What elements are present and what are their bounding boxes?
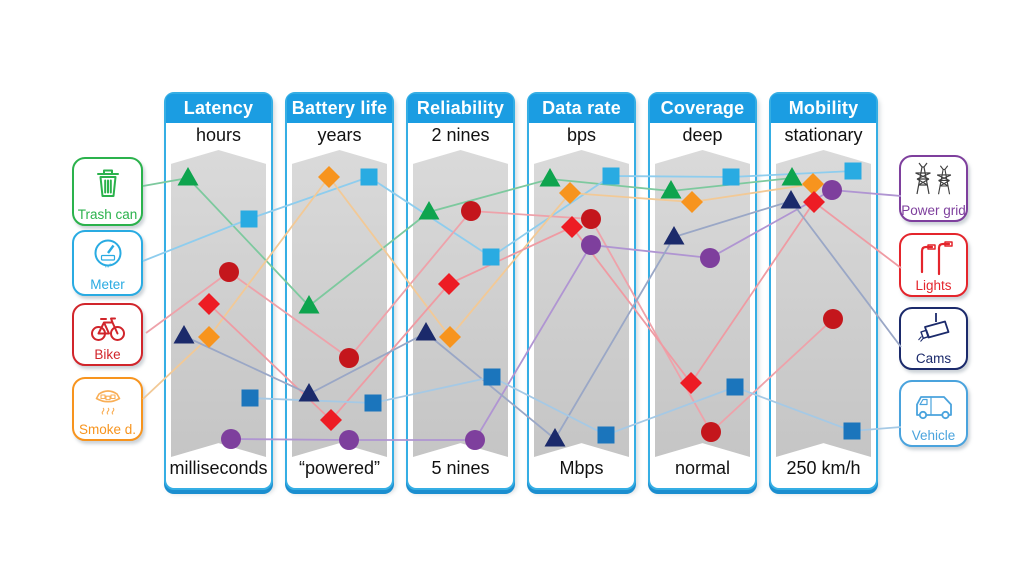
trash-can-icon bbox=[74, 159, 141, 207]
svg-text:m³: m³ bbox=[104, 263, 111, 269]
column-header: Latency bbox=[166, 94, 271, 123]
power-grid-icon bbox=[901, 157, 966, 203]
column-latency: Latency hours milliseconds bbox=[164, 92, 273, 490]
axis-top-label: stationary bbox=[784, 125, 863, 145]
device-bike: Bike bbox=[72, 303, 143, 366]
axis-bottom-label: 5 nines bbox=[431, 458, 490, 478]
device-power-grid: Power grid bbox=[899, 155, 968, 222]
device-label: Lights bbox=[915, 278, 952, 293]
device-label: Vehicle bbox=[911, 428, 956, 443]
device-trash-can: Trash can bbox=[72, 157, 143, 226]
axis-bottom-label: normal bbox=[674, 458, 731, 478]
axis-top-label: years bbox=[317, 125, 362, 145]
axis-top-label: 2 nines bbox=[431, 125, 490, 145]
axis-arrow-shape bbox=[292, 150, 387, 457]
cctv-camera-icon bbox=[901, 309, 966, 351]
axis-bottom-label: 250 km/h bbox=[786, 458, 861, 478]
device-label: Power grid bbox=[901, 203, 966, 218]
device-lights: Lights bbox=[899, 233, 968, 297]
device-smoke-detector: Smoke d. bbox=[72, 377, 143, 441]
column-coverage: Coverage deep normal bbox=[648, 92, 757, 490]
column-header: Data rate bbox=[529, 94, 634, 123]
van-icon bbox=[901, 382, 966, 428]
device-vehicle: Vehicle bbox=[899, 380, 968, 447]
column-header: Reliability bbox=[408, 94, 513, 123]
column-data-rate: Data rate bps Mbps bbox=[527, 92, 636, 490]
column-header: Coverage bbox=[650, 94, 755, 123]
axis-arrow-shape bbox=[776, 150, 871, 457]
axis-arrow-shape bbox=[534, 150, 629, 457]
smoke-detector-icon bbox=[74, 379, 141, 422]
column-header: Mobility bbox=[771, 94, 876, 123]
street-lights-icon bbox=[901, 235, 966, 278]
axis-arrow-shape bbox=[655, 150, 750, 457]
device-label: Smoke d. bbox=[78, 422, 137, 437]
axis-bottom-label: “powered” bbox=[298, 458, 381, 478]
column-mobility: Mobility stationary 250 km/h bbox=[769, 92, 878, 490]
meter-icon: m³ bbox=[74, 232, 141, 277]
axis-top-label: deep bbox=[682, 125, 723, 145]
device-meter: m³ Meter bbox=[72, 230, 143, 296]
column-reliability: Reliability 2 nines 5 nines bbox=[406, 92, 515, 490]
axis-top-label: bps bbox=[566, 125, 597, 145]
device-cams: Cams bbox=[899, 307, 968, 370]
axis-arrow-shape bbox=[171, 150, 266, 457]
axis-arrow-shape bbox=[413, 150, 508, 457]
column-battery-life: Battery life years “powered” bbox=[285, 92, 394, 490]
device-label: Cams bbox=[915, 351, 952, 366]
column-header: Battery life bbox=[287, 94, 392, 123]
device-label: Bike bbox=[94, 347, 121, 362]
device-label: Meter bbox=[90, 277, 125, 292]
axis-bottom-label: Mbps bbox=[559, 458, 604, 478]
device-label: Trash can bbox=[77, 207, 138, 222]
axis-bottom-label: milliseconds bbox=[169, 458, 268, 478]
axis-top-label: hours bbox=[195, 125, 242, 145]
bike-icon bbox=[74, 305, 141, 347]
